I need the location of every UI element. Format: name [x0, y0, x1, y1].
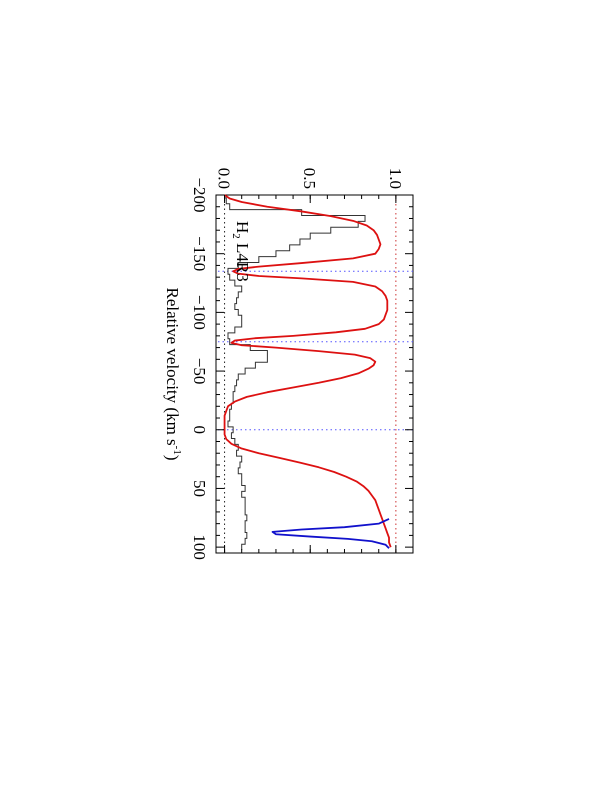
- species-label: H: [233, 221, 252, 233]
- x-tick-label-1: −150: [190, 236, 209, 271]
- y-tick-label-0: 0.0: [215, 168, 234, 189]
- flux-histogram: [224, 195, 366, 551]
- axis-ticks: [216, 194, 413, 553]
- x-axis-label-sup: -1: [171, 446, 183, 455]
- x-tick-label-3: −50: [190, 358, 209, 385]
- secondary-fit-line: [271, 518, 390, 549]
- reference-lines: [216, 195, 413, 553]
- tick-labels: −200 −150 −100 −50 0 50 100 0.0 0.5 1.0: [190, 168, 405, 560]
- plot-frame: [215, 194, 414, 554]
- x-tick-label-0: −200: [190, 177, 209, 212]
- data-series: [223, 194, 392, 551]
- x-tick-label-6: 100: [190, 534, 209, 560]
- chart-rotated-group: −200 −150 −100 −50 0 50 100 0.0 0.5 1.0 H2 L4R3 R…: [163, 168, 414, 560]
- species-annotation: H2 L4R3: [230, 221, 252, 282]
- y-tick-label-2: 1.0: [386, 168, 405, 189]
- x-axis-label-main: Relative velocity (km s: [163, 288, 182, 446]
- model-fit-line: [223, 194, 392, 548]
- x-axis-label-close: ): [163, 455, 182, 461]
- x-axis-label: Relative velocity (km s-1): [163, 288, 183, 461]
- line-label: L4R3: [233, 239, 252, 282]
- x-tick-label-5: 50: [190, 480, 209, 497]
- y-tick-label-1: 0.5: [300, 168, 319, 189]
- species-subscript: 2: [230, 233, 242, 239]
- x-tick-label-4: 0: [190, 426, 209, 435]
- x-tick-label-2: −100: [190, 295, 209, 330]
